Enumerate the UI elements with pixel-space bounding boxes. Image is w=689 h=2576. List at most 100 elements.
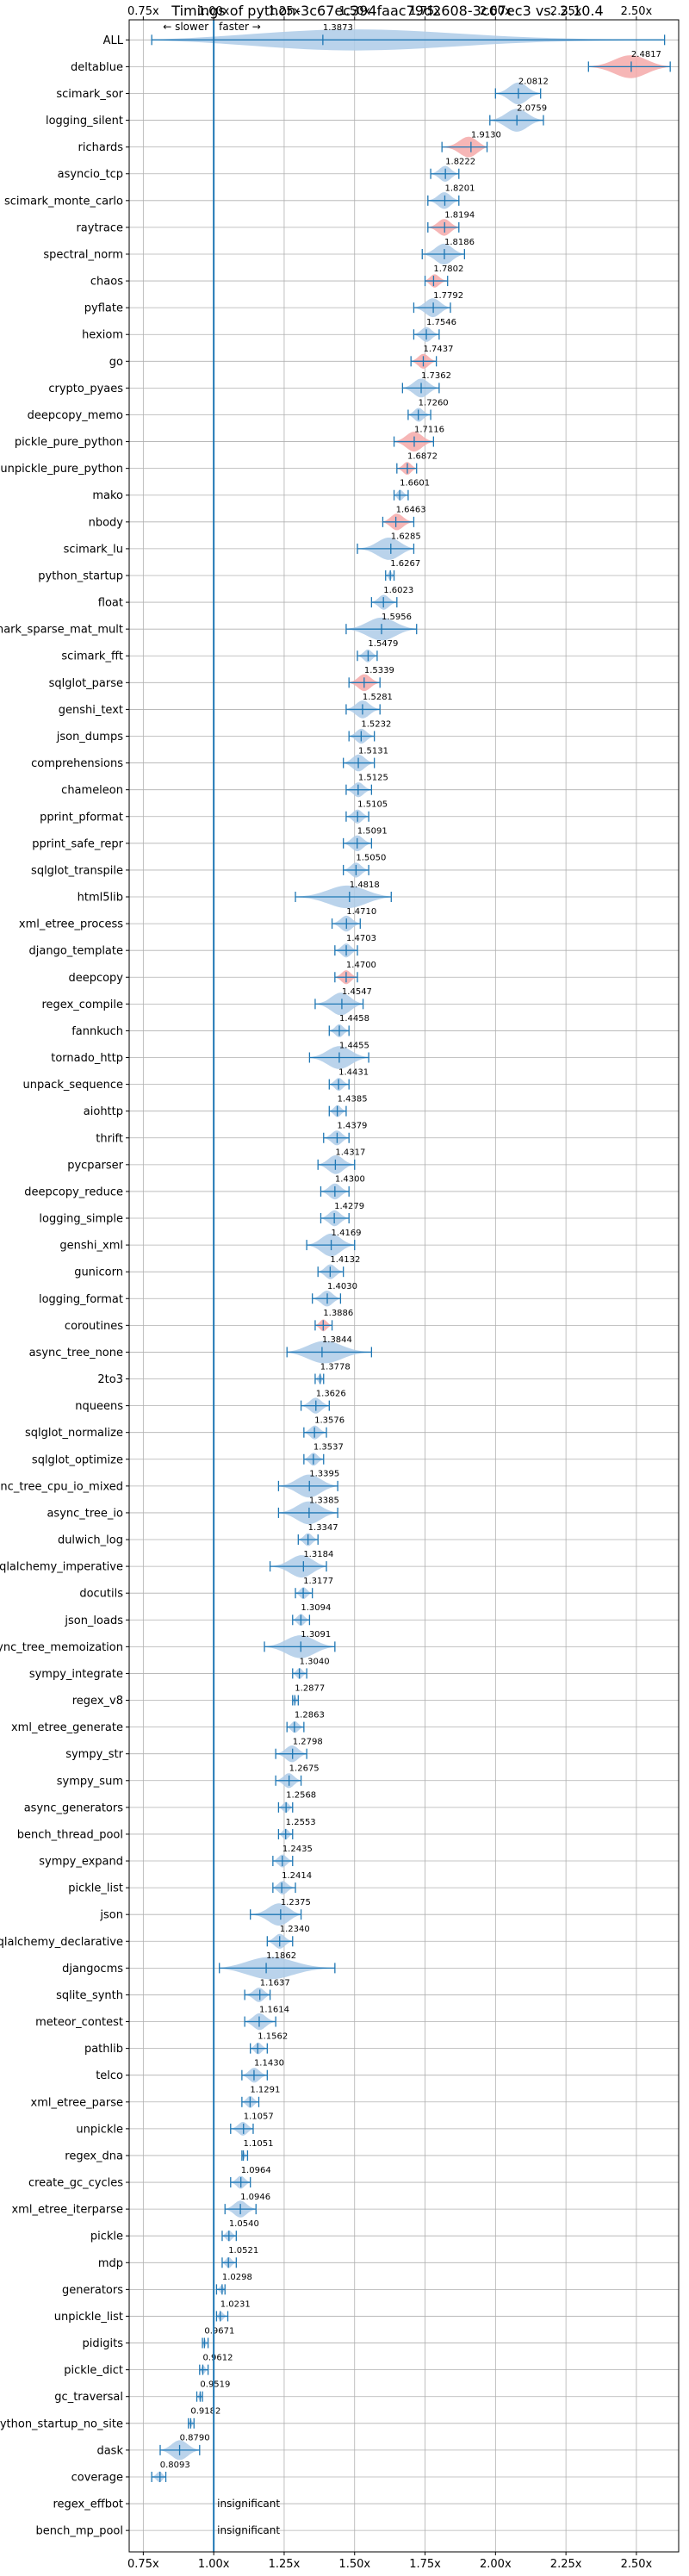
category-label: xml_etree_generate	[11, 1721, 123, 1734]
category-label: float	[98, 597, 123, 610]
violin-gunicorn: 1.4132	[317, 1255, 360, 1279]
category-label: async_tree_memoization	[0, 1641, 123, 1654]
value-label: 1.1051	[244, 2139, 274, 2149]
category-label: async_tree_none	[29, 1347, 123, 1360]
category-label: meteor_contest	[35, 2016, 123, 2029]
violin-sqlglot_optimize: 1.3537	[303, 1443, 344, 1466]
violin-html5lib: 1.4818	[295, 880, 392, 909]
value-label: 1.5281	[363, 693, 393, 702]
violin-coroutines: 1.3886	[314, 1309, 353, 1332]
category-label: sqlglot_transpile	[31, 864, 123, 877]
value-label: 1.3873	[323, 23, 353, 33]
x-tick-label-top: 2.25x	[550, 5, 582, 18]
violin-regex_dna: 1.1051	[241, 2139, 274, 2161]
x-tick-label-bottom: 1.50x	[338, 2558, 370, 2571]
value-label: 1.5479	[368, 639, 398, 649]
slower-label: ← slower	[163, 21, 208, 33]
violin-json: 1.2375	[250, 1898, 311, 1926]
value-label: 1.3184	[303, 1550, 333, 1559]
category-label: bench_thread_pool	[17, 1828, 123, 1841]
value-label: 1.5091	[357, 827, 388, 837]
category-label: tornado_http	[51, 1052, 123, 1065]
violin-logging_simple: 1.4279	[320, 1202, 364, 1227]
violin-logging_format: 1.4030	[312, 1282, 357, 1307]
category-label: ALL	[103, 34, 124, 47]
value-label: 1.8222	[445, 158, 475, 167]
violin-docutils: 1.3177	[295, 1577, 333, 1600]
category-label: python_startup	[38, 569, 123, 582]
category-label: raytrace	[76, 221, 123, 234]
category-label: unpickle_pure_python	[0, 463, 123, 476]
category-label: spectral_norm	[43, 248, 123, 261]
value-label: 1.1637	[260, 1978, 290, 1988]
value-label: 1.0521	[228, 2246, 258, 2256]
insignificant-label: insignificant	[217, 2524, 280, 2536]
category-label: 2to3	[97, 1373, 123, 1386]
category-label: logging_simple	[39, 1213, 123, 1226]
value-label: 1.5105	[357, 800, 388, 810]
value-label: 1.1562	[258, 2032, 288, 2041]
value-label: 1.4279	[334, 1202, 364, 1211]
violin-regex_v8: 1.2877	[292, 1683, 325, 1706]
value-label: 1.3886	[323, 1309, 353, 1318]
value-label: 2.4817	[631, 50, 661, 59]
violin-async_generators: 1.2568	[277, 1791, 316, 1814]
violin-xml_etree_generate: 1.2863	[286, 1710, 325, 1733]
value-label: 1.2798	[293, 1738, 323, 1747]
plot-frame	[128, 19, 680, 2553]
value-label: 1.4547	[342, 987, 372, 997]
category-label: regex_effbot	[53, 2498, 123, 2511]
category-label: scimark_fft	[61, 650, 123, 663]
category-label: python_startup_no_site	[0, 2417, 123, 2430]
x-tick-label-top: 2.00x	[480, 5, 512, 18]
category-label: sympy_str	[65, 1748, 123, 1761]
value-label: 1.2877	[295, 1683, 325, 1693]
category-label: sqlite_synth	[56, 1989, 123, 2002]
value-label: 1.5339	[364, 666, 394, 675]
violin-python_startup_no_site: 0.9182	[188, 2407, 220, 2429]
category-label: pathlib	[84, 2043, 123, 2056]
violin-sympy_integrate: 1.3040	[292, 1657, 330, 1679]
category-label: async_tree_cpu_io_mixed	[0, 1480, 123, 1493]
category-label: pycparser	[67, 1159, 123, 1172]
category-label: dask	[96, 2444, 123, 2457]
value-label: 0.9612	[202, 2353, 233, 2362]
category-label: pyflate	[84, 302, 123, 315]
category-label: pprint_pformat	[40, 811, 123, 824]
value-label: 1.5956	[382, 613, 412, 622]
violin-sympy_sum: 1.2675	[275, 1764, 320, 1789]
category-label: comprehensions	[31, 757, 123, 770]
violin-deepcopy: 1.4700	[334, 961, 376, 985]
violin-json_dumps: 1.5232	[348, 719, 391, 744]
category-label: sqlalchemy_imperative	[0, 1561, 123, 1574]
value-label: 1.7792	[433, 291, 463, 301]
x-tick-label-bottom: 2.50x	[621, 2558, 653, 2571]
violin-pyflate: 1.7792	[413, 291, 463, 318]
value-label: 1.4379	[337, 1122, 367, 1131]
faster-label: faster →	[219, 21, 261, 33]
value-label: 1.6463	[396, 506, 426, 515]
violin-2to3: 1.3778	[314, 1362, 351, 1384]
value-label: 0.9671	[204, 2326, 234, 2336]
value-label: 1.4030	[327, 1282, 357, 1291]
category-label: chaos	[90, 276, 123, 289]
category-label: coverage	[71, 2471, 123, 2484]
violin-hexiom: 1.7546	[413, 318, 456, 342]
value-label: 1.7437	[423, 345, 453, 354]
category-label: json_loads	[64, 1615, 123, 1627]
violin-pycparser: 1.4317	[317, 1148, 365, 1174]
value-label: 1.6601	[400, 479, 430, 488]
value-label: 1.4132	[330, 1255, 360, 1265]
x-tick-label-bottom: 2.25x	[550, 2558, 582, 2571]
category-label: gunicorn	[74, 1266, 123, 1279]
category-label: scimark_sparse_mat_mult	[0, 624, 123, 637]
value-label: 0.9519	[200, 2380, 230, 2390]
category-label: gc_traversal	[54, 2391, 123, 2404]
violin-thrift: 1.4379	[323, 1122, 367, 1146]
x-ticks-bottom: 0.75x 1.00x 1.25x 1.50x 1.75x 2.00x 2.25x 2.50x	[127, 2552, 653, 2571]
category-label: regex_dna	[65, 2150, 123, 2162]
violin-coverage: 0.8093	[151, 2461, 190, 2483]
category-label: pidigits	[83, 2337, 124, 2350]
violin-dask: 0.8790	[159, 2434, 210, 2461]
